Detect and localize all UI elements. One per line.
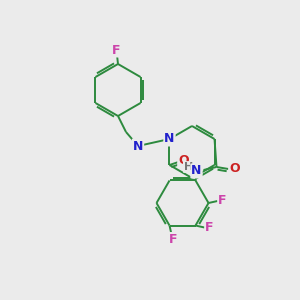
- Text: F: F: [218, 194, 227, 208]
- Text: N: N: [164, 133, 175, 146]
- Text: H: H: [184, 162, 193, 172]
- Text: N: N: [191, 164, 202, 178]
- Text: N: N: [133, 140, 143, 152]
- Text: O: O: [229, 163, 240, 176]
- Text: F: F: [169, 233, 178, 246]
- Text: F: F: [112, 44, 120, 56]
- Text: F: F: [205, 221, 214, 234]
- Text: O: O: [178, 154, 189, 166]
